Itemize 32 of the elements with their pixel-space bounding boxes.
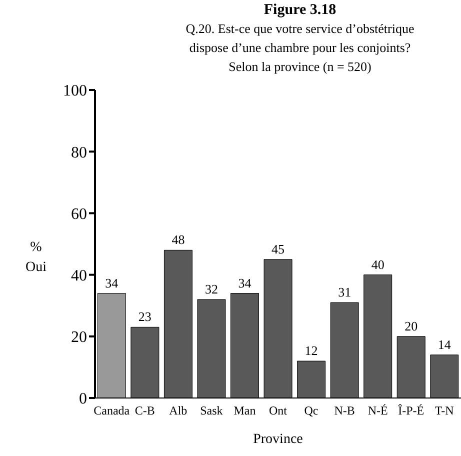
y-tick-label: 40	[71, 267, 87, 284]
y-tick-label: 100	[63, 82, 87, 100]
chart-subtitle: Q.20. Est-ce que votre service d’obstétrique dispose d’une chambre pour les conjoints? Selon la province (n = 520)	[184, 20, 416, 76]
x-tick-label: Qc	[304, 404, 318, 418]
x-tick-label: N-B	[334, 404, 355, 418]
data-label: 14	[438, 336, 452, 352]
data-label: 34	[105, 275, 119, 290]
x-tick-label: Man	[234, 404, 256, 418]
x-tick-label: Sask	[200, 404, 223, 418]
x-tick-label: N-É	[368, 404, 388, 418]
x-axis-title: Province	[252, 432, 304, 448]
data-label: 31	[338, 284, 352, 300]
y-tick-label: 80	[71, 144, 87, 162]
x-tick-label: Canada	[94, 404, 130, 418]
data-label: 40	[371, 256, 384, 272]
y-tick-label: 20	[71, 329, 87, 346]
data-label: 23	[138, 309, 152, 324]
chart-title: Figure 3.18	[262, 2, 338, 19]
x-tick-label: T-N	[434, 404, 454, 418]
data-label: 34	[238, 275, 252, 290]
data-label: 20	[404, 318, 418, 334]
x-tick-label: C-B	[134, 404, 155, 418]
x-tick-label: Î-P-É	[398, 404, 424, 418]
x-tick-label: Alb	[169, 404, 188, 418]
y-tick-label: 0	[79, 390, 87, 408]
data-label: 48	[172, 232, 185, 248]
x-tick-label: Ont	[269, 404, 288, 418]
data-label: 45	[272, 241, 285, 256]
data-label: 32	[204, 281, 218, 296]
data-label: 12	[304, 343, 318, 358]
y-tick-label: 60	[71, 206, 87, 223]
y-axis-title: % Oui	[24, 239, 48, 277]
